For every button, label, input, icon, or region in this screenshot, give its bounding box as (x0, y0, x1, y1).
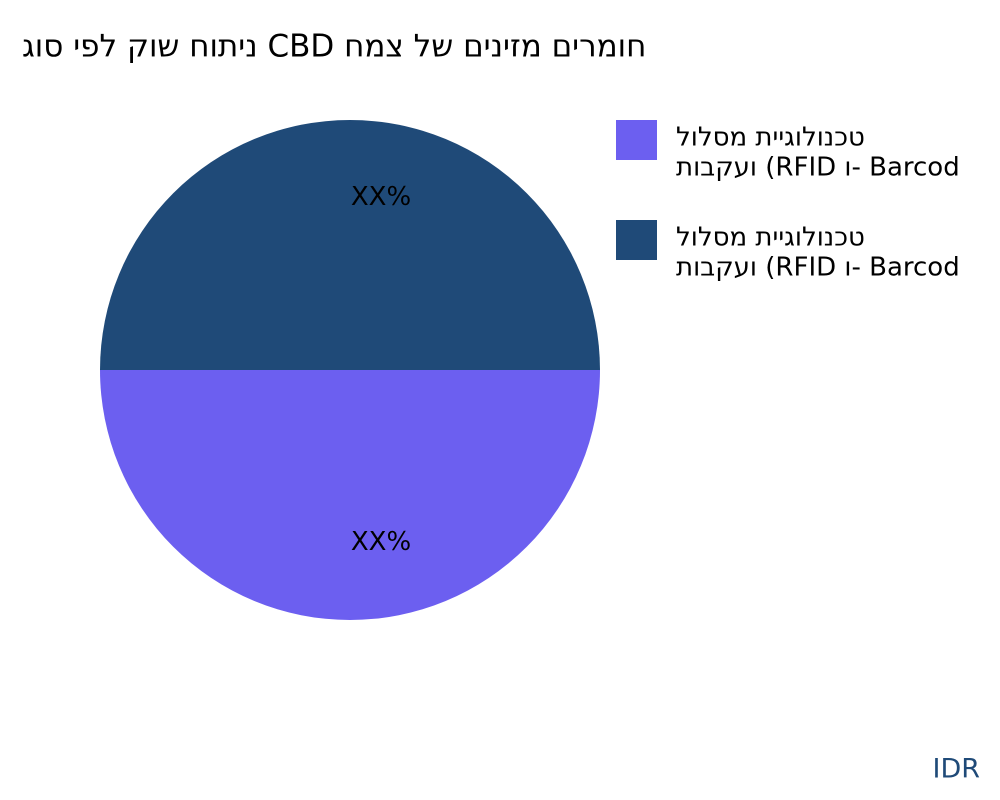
pie-slice (100, 370, 600, 620)
legend-swatch (616, 120, 657, 160)
pie-slice (100, 120, 600, 370)
legend-label: לולסמ תייגולונכט (676, 123, 865, 153)
slice-label: XX% (351, 182, 411, 212)
legend-label: תובקעו (RFID ו- Barcod (676, 253, 960, 283)
legend-swatch (616, 220, 657, 260)
legend-label: תובקעו (RFID ו- Barcod (676, 153, 960, 183)
chart-title: גוס יפל קוש חותינ CBD חמצ לש םיניזמ םירמ… (22, 29, 646, 65)
footer-logo: IDR (932, 754, 980, 785)
legend-label: לולסמ תייגולונכט (676, 223, 865, 253)
slice-label: XX% (351, 527, 411, 557)
